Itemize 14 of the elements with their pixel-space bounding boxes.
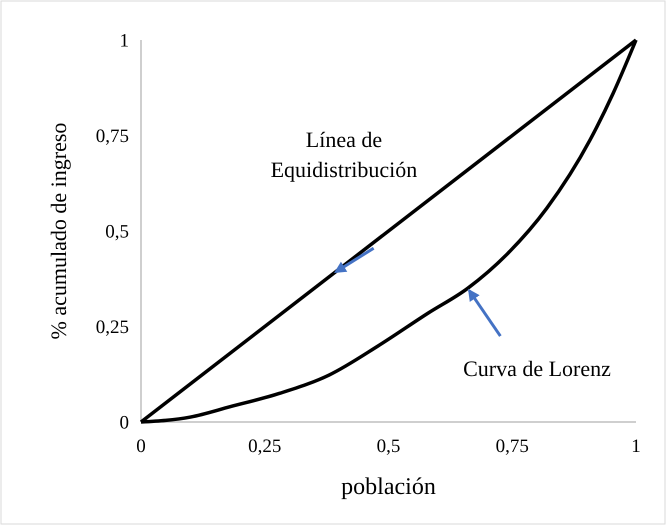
y-tick-label: 0,5	[105, 222, 129, 243]
y-tick-label: 1	[120, 30, 129, 52]
y-tick-label: 0,25	[96, 317, 129, 338]
x-tick-label: 1	[631, 436, 641, 457]
y-tick-label: 0	[120, 412, 129, 434]
y-axis-title: % acumulado de ingreso	[46, 122, 71, 340]
x-tick-label: 0,5	[376, 436, 400, 457]
x-tick-label: 0	[136, 436, 146, 457]
x-tick-label: 0,25	[248, 436, 282, 457]
annotation: Curva de Lorenz	[463, 356, 612, 382]
x-axis-title: población	[341, 474, 436, 500]
annotation: Línea de Equidistribución	[270, 126, 418, 182]
x-tick-label: 0,75	[496, 436, 529, 457]
y-tick-label: 0,75	[96, 126, 129, 148]
